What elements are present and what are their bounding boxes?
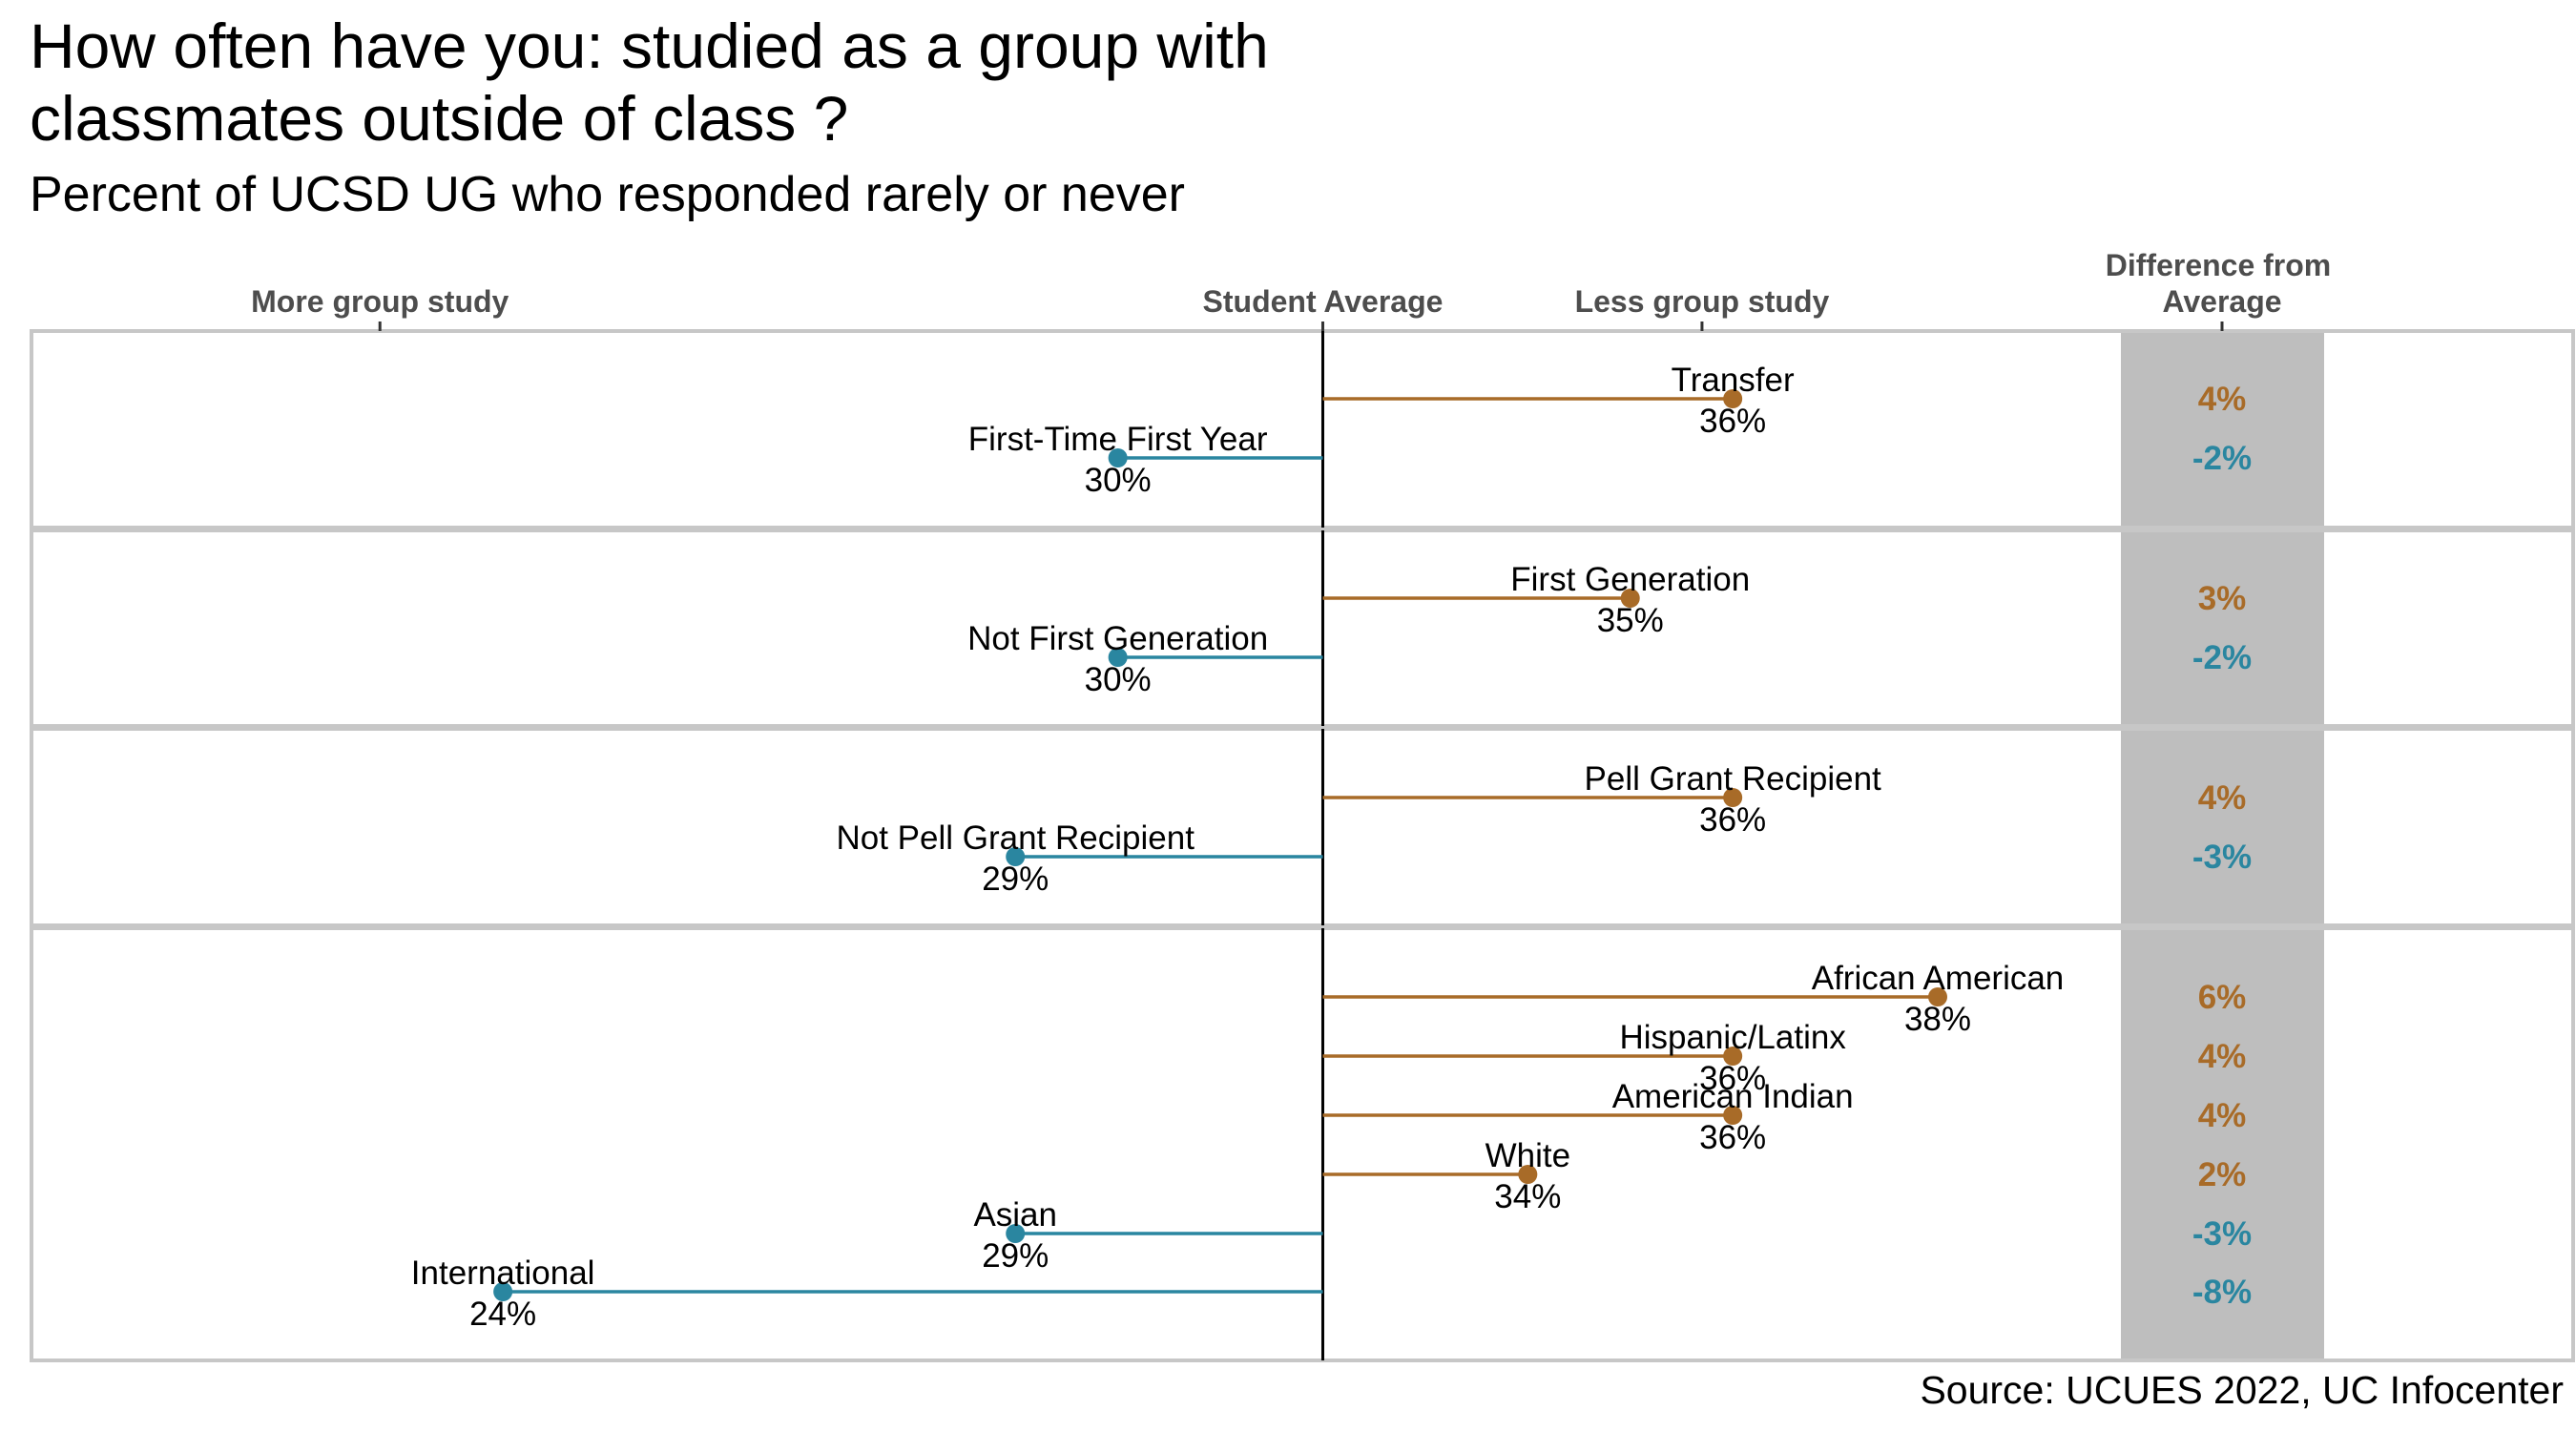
lollipop-point bbox=[1006, 847, 1026, 866]
lollipop-point bbox=[493, 1282, 513, 1301]
lollipop-point bbox=[1108, 648, 1128, 667]
difference-value: -2% bbox=[2192, 639, 2252, 676]
lollipop-point bbox=[1723, 1106, 1743, 1125]
lollipop-point bbox=[1518, 1165, 1538, 1184]
lollipop-point bbox=[1006, 1224, 1026, 1243]
panel-frame bbox=[30, 529, 2575, 728]
difference-value: 4% bbox=[2198, 1097, 2247, 1134]
category-label: Pell Grant Recipient bbox=[1585, 760, 1882, 798]
category-label: African American bbox=[1812, 960, 2065, 997]
lollipop-point bbox=[1928, 987, 1947, 1006]
panel-frame bbox=[30, 926, 2575, 1362]
category-label: Not First Generation bbox=[967, 620, 1268, 657]
panel-frame bbox=[30, 727, 2575, 927]
lollipop-point bbox=[1620, 589, 1640, 608]
difference-value: -8% bbox=[2192, 1274, 2252, 1311]
difference-header: Average bbox=[2162, 284, 2281, 319]
lollipop-point bbox=[1723, 389, 1743, 408]
axis-label: Less group study bbox=[1575, 284, 1830, 319]
value-label: 29% bbox=[982, 1237, 1049, 1275]
lollipop-point bbox=[1108, 448, 1128, 467]
value-label: 36% bbox=[1699, 1060, 1766, 1097]
difference-value: -2% bbox=[2192, 440, 2252, 477]
difference-value: 6% bbox=[2198, 979, 2247, 1016]
category-label: Hispanic/Latinx bbox=[1619, 1019, 1846, 1056]
value-label: 36% bbox=[1699, 403, 1766, 440]
chart-subtitle: Percent of UCSD UG who responded rarely … bbox=[30, 167, 1185, 222]
value-label: 36% bbox=[1699, 1119, 1766, 1156]
value-label: 36% bbox=[1699, 801, 1766, 839]
difference-value: 4% bbox=[2198, 381, 2247, 418]
chart-title: How often have you: studied as a group w… bbox=[30, 10, 1269, 154]
difference-column-background bbox=[2121, 331, 2324, 1360]
category-label: Transfer bbox=[1672, 362, 1795, 399]
value-label: 30% bbox=[1085, 462, 1152, 499]
value-label: 29% bbox=[982, 861, 1049, 898]
axis-label: More group study bbox=[251, 284, 509, 319]
axis-label: Student Average bbox=[1203, 284, 1444, 319]
difference-value: -3% bbox=[2192, 839, 2252, 876]
source-note: Source: UCUES 2022, UC Infocenter bbox=[1920, 1368, 2564, 1412]
category-label: International bbox=[411, 1255, 595, 1292]
value-label: 35% bbox=[1597, 602, 1664, 639]
category-label: American Indian bbox=[1612, 1078, 1854, 1115]
category-label: Asian bbox=[973, 1196, 1057, 1234]
lollipop-point bbox=[1723, 788, 1743, 807]
category-label: Not Pell Grant Recipient bbox=[836, 819, 1195, 857]
category-label: First-Time First Year bbox=[968, 421, 1268, 458]
difference-value: -3% bbox=[2192, 1215, 2252, 1253]
panel-frame bbox=[30, 329, 2575, 529]
value-label: 34% bbox=[1494, 1178, 1561, 1215]
difference-value: 3% bbox=[2198, 580, 2247, 617]
value-label: 30% bbox=[1085, 661, 1152, 698]
category-label: First Generation bbox=[1510, 561, 1750, 598]
difference-header: Difference from bbox=[2106, 248, 2332, 282]
difference-value: 4% bbox=[2198, 779, 2247, 817]
value-label: 24% bbox=[469, 1296, 536, 1333]
category-label: White bbox=[1485, 1137, 1570, 1174]
value-label: 38% bbox=[1904, 1001, 1971, 1038]
lollipop-point bbox=[1723, 1047, 1743, 1066]
difference-value: 2% bbox=[2198, 1156, 2247, 1193]
difference-value: 4% bbox=[2198, 1038, 2247, 1075]
